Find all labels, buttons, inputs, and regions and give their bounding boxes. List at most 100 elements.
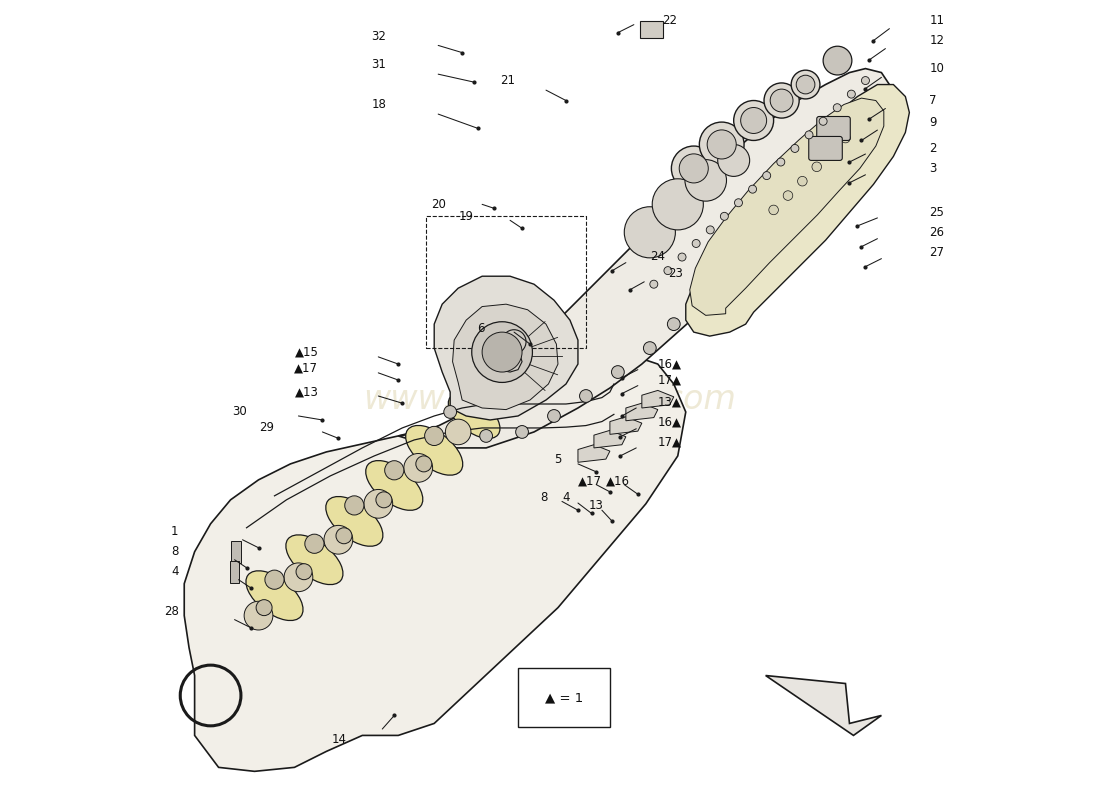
Text: 16▲: 16▲ [658,416,682,429]
Circle shape [707,130,736,159]
Circle shape [385,461,404,480]
Text: 20: 20 [431,198,447,211]
Circle shape [783,190,793,200]
FancyBboxPatch shape [808,137,843,161]
Text: 2: 2 [930,142,937,155]
Circle shape [777,158,784,166]
Text: 8: 8 [540,491,548,504]
Polygon shape [766,675,881,735]
Text: 3: 3 [930,162,937,175]
Polygon shape [434,276,578,420]
Circle shape [671,146,716,190]
Polygon shape [641,390,674,408]
Text: 13: 13 [588,499,603,512]
Circle shape [324,526,353,554]
Circle shape [652,178,703,230]
Text: 24: 24 [650,250,664,262]
Circle shape [364,490,393,518]
Text: 26: 26 [930,226,944,238]
FancyBboxPatch shape [640,21,663,38]
Polygon shape [626,403,658,421]
Text: 18: 18 [372,98,386,111]
Text: 28: 28 [164,605,178,618]
Ellipse shape [406,426,463,475]
Text: 10: 10 [930,62,944,75]
Circle shape [443,406,456,418]
Text: 29: 29 [260,422,275,434]
Circle shape [740,107,767,134]
Circle shape [735,198,743,206]
Text: 31: 31 [372,58,386,71]
Text: 13▲: 13▲ [658,395,682,408]
Circle shape [833,104,842,112]
Bar [230,561,240,583]
Circle shape [796,75,815,94]
Circle shape [749,185,757,193]
Circle shape [625,206,675,258]
Ellipse shape [449,394,500,438]
Circle shape [256,600,272,616]
Circle shape [791,70,820,99]
Circle shape [502,330,526,354]
Circle shape [668,318,680,330]
Text: 14: 14 [331,733,346,746]
Circle shape [344,496,364,515]
Circle shape [764,83,800,118]
Circle shape [580,390,592,402]
Circle shape [679,154,708,183]
Text: 25: 25 [930,206,944,219]
Circle shape [678,253,686,261]
Text: 5: 5 [554,454,561,466]
Circle shape [548,410,560,422]
Circle shape [812,162,822,171]
Text: 8: 8 [172,546,178,558]
Text: 1: 1 [172,526,178,538]
FancyBboxPatch shape [816,117,850,141]
Text: 23: 23 [668,267,683,280]
Circle shape [305,534,324,554]
Ellipse shape [365,461,422,510]
Ellipse shape [246,570,302,621]
Text: 30: 30 [232,406,246,418]
Circle shape [446,419,471,445]
Circle shape [644,342,657,354]
Polygon shape [609,417,641,434]
Polygon shape [690,98,883,315]
Circle shape [762,171,771,179]
Polygon shape [685,85,910,336]
Text: 22: 22 [662,14,676,27]
Text: ▲ = 1: ▲ = 1 [544,691,583,704]
Circle shape [650,280,658,288]
Text: 4: 4 [562,491,570,504]
Text: ▲16: ▲16 [606,475,630,488]
Circle shape [336,528,352,544]
Circle shape [700,122,744,167]
Text: 21: 21 [500,74,516,87]
Circle shape [734,101,773,141]
Text: 27: 27 [930,246,944,258]
Polygon shape [184,356,685,771]
Text: ▲15: ▲15 [295,346,318,358]
Polygon shape [594,430,626,448]
Circle shape [516,426,528,438]
Circle shape [720,212,728,220]
Circle shape [296,564,312,580]
Bar [231,541,241,563]
Circle shape [769,205,779,214]
Circle shape [717,145,750,176]
Circle shape [404,454,432,482]
Text: 32: 32 [372,30,386,43]
Text: 16▲: 16▲ [658,358,682,370]
Circle shape [823,46,851,75]
Circle shape [284,563,312,592]
Polygon shape [398,69,890,448]
Circle shape [798,176,807,186]
Circle shape [244,602,273,630]
Circle shape [472,322,532,382]
Circle shape [847,90,856,98]
Polygon shape [578,445,609,462]
Text: 9: 9 [930,115,937,129]
Circle shape [861,77,869,85]
Circle shape [826,148,836,158]
Circle shape [706,226,714,234]
